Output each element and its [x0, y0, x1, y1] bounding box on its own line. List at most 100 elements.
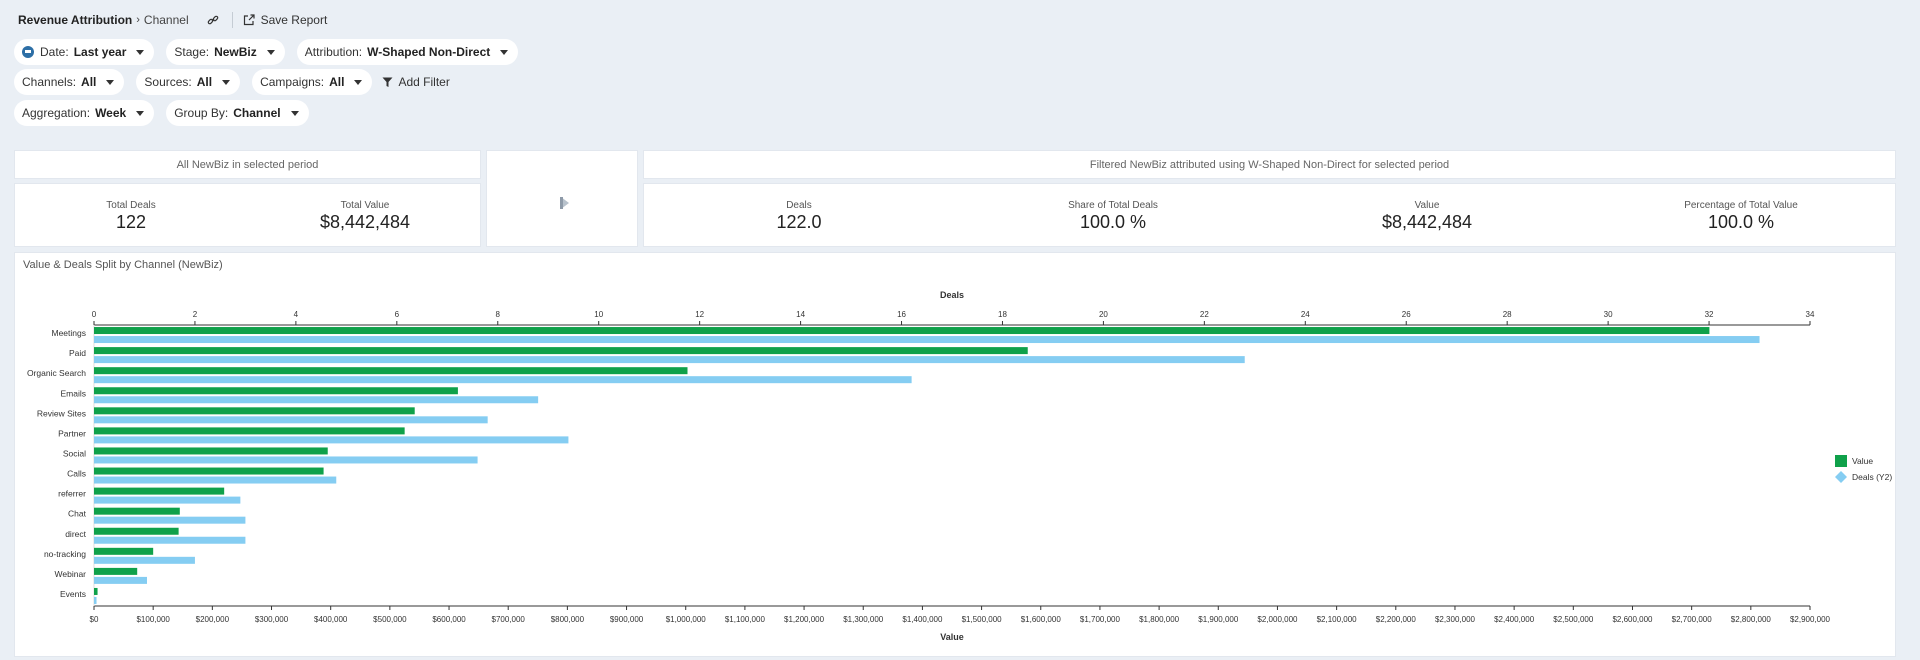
chevron-down-icon — [106, 79, 115, 85]
legend-value-label: Value — [1852, 456, 1873, 466]
deals-bar — [94, 436, 569, 444]
campaigns-filter[interactable]: Campaigns: All — [252, 69, 373, 95]
bottom-tick-label: $600,000 — [432, 615, 466, 624]
bottom-tick-label: $800,000 — [551, 615, 585, 624]
all-newbiz-header-text: All NewBiz in selected period — [176, 158, 319, 171]
stage-filter[interactable]: Stage: NewBiz — [166, 39, 285, 65]
category-label: Emails — [60, 388, 86, 398]
sources-filter[interactable]: Sources: All — [136, 69, 241, 95]
share-value: 100.0 % — [1079, 212, 1147, 232]
value-bar — [94, 447, 328, 455]
chevron-down-icon — [136, 49, 145, 55]
link-icon[interactable] — [204, 11, 222, 29]
bottom-tick-label: $1,500,000 — [962, 615, 1003, 624]
value-bar — [94, 487, 225, 495]
bottom-tick-label: $900,000 — [610, 615, 644, 624]
category-label: Chat — [68, 509, 87, 519]
category-label: Calls — [67, 469, 86, 479]
bottom-tick-label: $1,800,000 — [1139, 615, 1180, 624]
groupby-filter[interactable]: Group By: Channel — [166, 100, 309, 126]
total-value-stat: Total Value $8,442,484 — [265, 200, 465, 233]
filtered-newbiz-header: Filtered NewBiz attributed using W-Shape… — [643, 150, 1896, 179]
bottom-tick-label: $2,700,000 — [1672, 615, 1713, 624]
value-bar — [94, 327, 1710, 335]
filter-row-2: Channels: All Sources: All Campaigns: Al… — [14, 69, 450, 95]
bottom-tick-label: $200,000 — [196, 615, 230, 624]
chevron-down-icon — [136, 110, 145, 116]
deals-bar — [94, 556, 195, 564]
top-tick-label: 4 — [294, 310, 299, 319]
value-bar — [94, 427, 405, 435]
bottom-tick-label: $300,000 — [255, 615, 289, 624]
value-value: $8,442,484 — [1381, 212, 1473, 232]
bottom-tick-label: $1,700,000 — [1080, 615, 1121, 624]
category-label: Webinar — [55, 569, 87, 579]
bottom-axis-title: Value — [940, 632, 964, 642]
value-bar — [94, 387, 458, 395]
bottom-tick-label: $0 — [90, 615, 99, 624]
total-deals-label: Total Deals — [106, 200, 156, 211]
stage-filter-value: NewBiz — [214, 45, 257, 59]
top-tick-label: 30 — [1604, 310, 1613, 319]
top-tick-label: 12 — [695, 310, 704, 319]
save-report-button[interactable]: Save Report — [243, 13, 327, 27]
bottom-tick-label: $2,100,000 — [1317, 615, 1358, 624]
legend-deals-swatch — [1835, 471, 1847, 483]
total-value-value: $8,442,484 — [319, 212, 411, 232]
value-bar — [94, 407, 415, 415]
category-label: Partner — [58, 428, 86, 438]
deals-bar — [94, 596, 97, 604]
pct-value: 100.0 % — [1707, 212, 1775, 232]
bottom-tick-label: $1,000,000 — [666, 615, 707, 624]
category-label: referrer — [58, 489, 86, 499]
date-filter[interactable]: Date: Last year — [14, 39, 155, 65]
filter-row-1: Date: Last year Stage: NewBiz Attributio… — [14, 39, 519, 65]
legend-value-swatch — [1835, 455, 1847, 467]
breadcrumb-root[interactable]: Revenue Attribution — [18, 13, 133, 27]
top-tick-label: 2 — [193, 310, 198, 319]
category-label: Meetings — [52, 328, 87, 338]
value-bar — [94, 467, 324, 475]
add-filter-button[interactable]: Add Filter — [382, 69, 450, 95]
bottom-tick-label: $1,100,000 — [725, 615, 766, 624]
category-label: Paid — [69, 348, 86, 358]
category-label: Review Sites — [37, 408, 86, 418]
deals-bar — [94, 336, 1760, 344]
channels-filter[interactable]: Channels: All — [14, 69, 125, 95]
bottom-tick-label: $2,600,000 — [1612, 615, 1653, 624]
category-label: Organic Search — [27, 368, 86, 378]
chevron-down-icon — [290, 110, 299, 116]
sources-filter-label: Sources: — [144, 75, 192, 89]
top-tick-label: 14 — [796, 310, 805, 319]
collapse-arrow-icon[interactable] — [560, 197, 569, 209]
date-filter-value: Last year — [73, 45, 127, 59]
stage-filter-label: Stage: — [174, 45, 210, 59]
chevron-down-icon — [266, 49, 275, 55]
deals-bar — [94, 576, 147, 584]
chevron-down-icon — [222, 79, 231, 85]
deals-stat: Deals 122.0 — [699, 200, 899, 233]
value-label: Value — [1414, 200, 1440, 211]
filter-icon — [382, 77, 393, 87]
bottom-tick-label: $2,500,000 — [1553, 615, 1594, 624]
total-deals-value: 122 — [115, 212, 147, 232]
attribution-filter[interactable]: Attribution: W-Shaped Non-Direct — [296, 39, 519, 65]
share-label: Share of Total Deals — [1068, 200, 1158, 211]
value-bar — [94, 507, 180, 515]
value-bar — [94, 347, 1028, 355]
bottom-tick-label: $1,300,000 — [843, 615, 884, 624]
top-tick-label: 34 — [1806, 310, 1815, 319]
chart-panel: Value & Deals Split by Channel (NewBiz) … — [14, 252, 1896, 657]
total-value-label: Total Value — [340, 200, 390, 211]
top-tick-label: 32 — [1705, 310, 1714, 319]
all-newbiz-header: All NewBiz in selected period — [14, 150, 481, 179]
top-tick-label: 18 — [998, 310, 1007, 319]
value-stat: Value $8,442,484 — [1327, 200, 1527, 233]
bottom-tick-label: $500,000 — [373, 615, 407, 624]
bottom-tick-label: $2,200,000 — [1376, 615, 1417, 624]
aggregation-filter[interactable]: Aggregation: Week — [14, 100, 155, 126]
bottom-tick-label: $1,900,000 — [1198, 615, 1239, 624]
bottom-tick-label: $2,300,000 — [1435, 615, 1476, 624]
bottom-tick-label: $2,000,000 — [1257, 615, 1298, 624]
